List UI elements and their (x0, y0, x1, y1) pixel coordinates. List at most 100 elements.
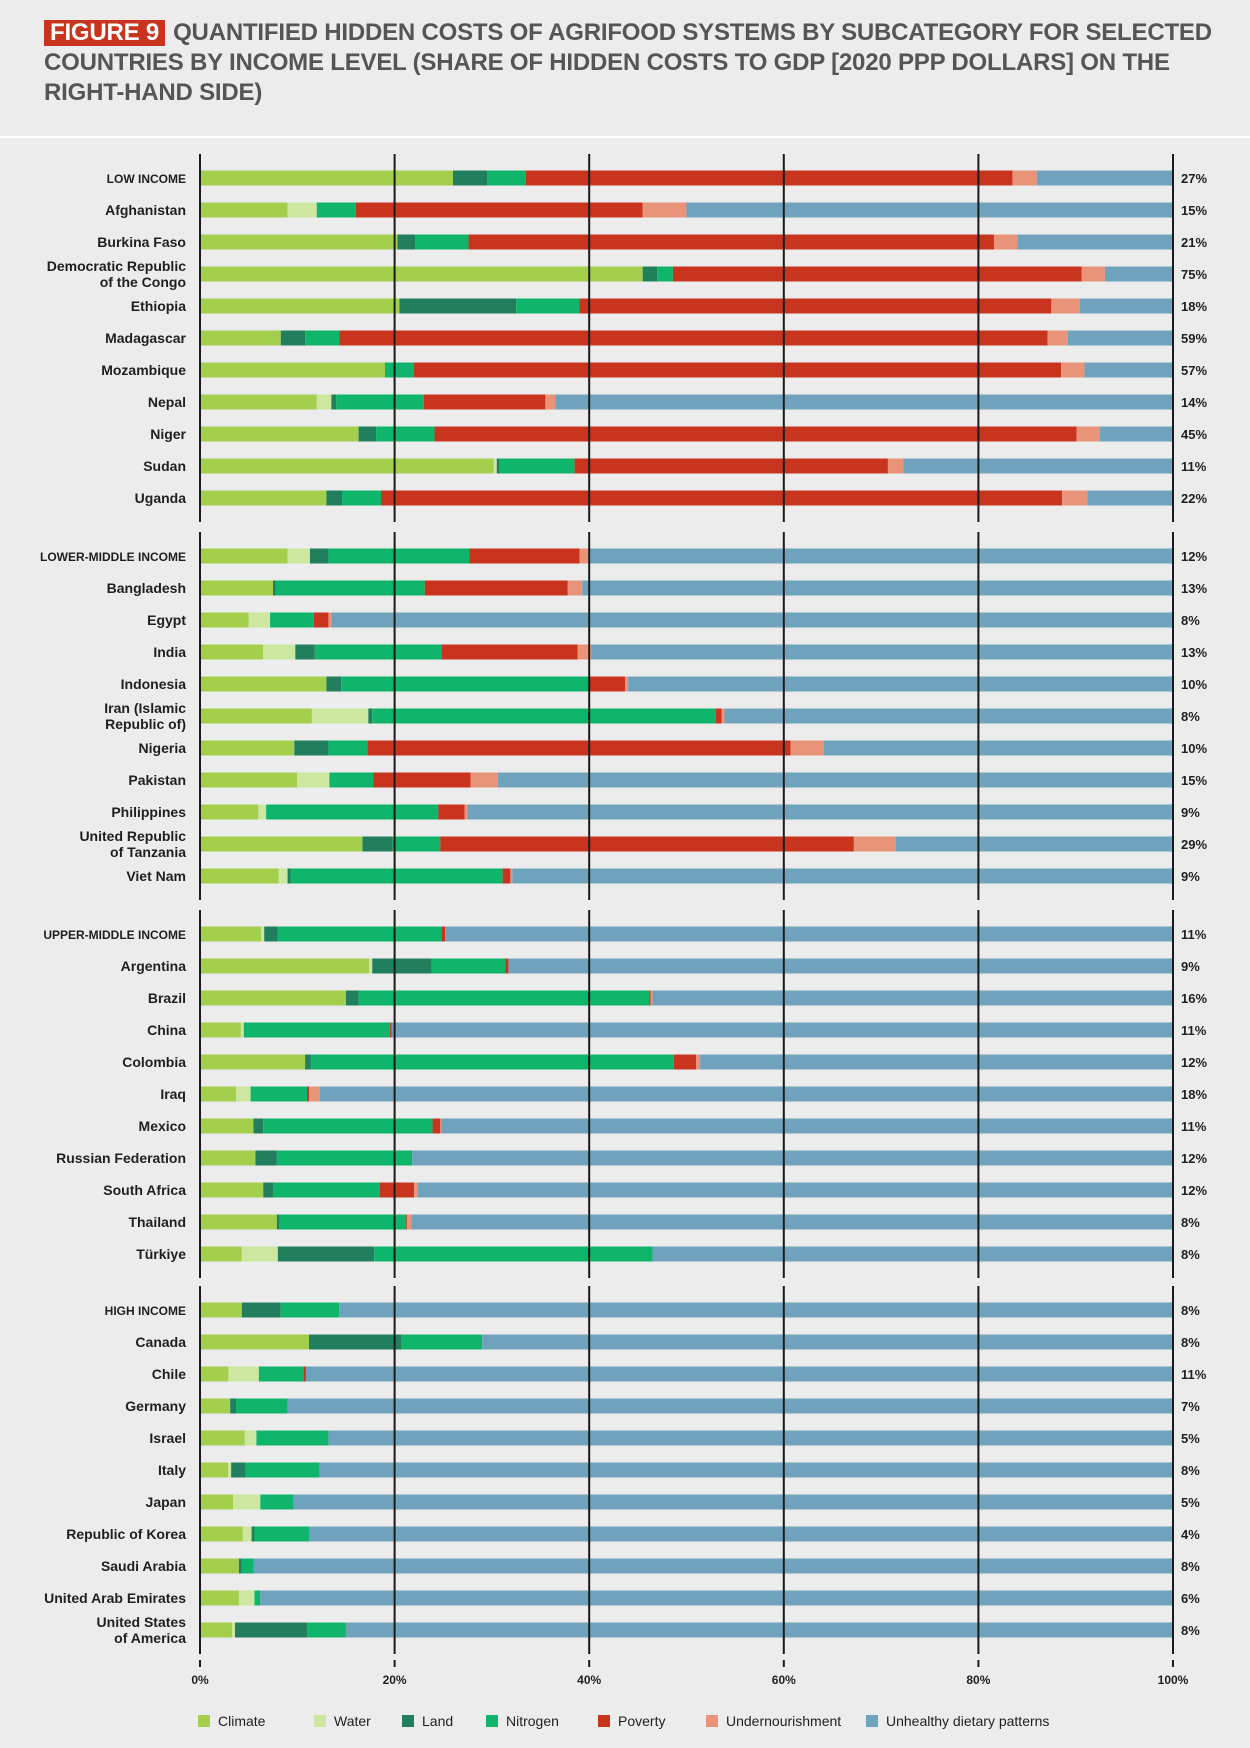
bar-segment-poverty (414, 362, 1062, 378)
bar-segment-undernourishment (1062, 490, 1088, 506)
bar-segment-nitrogen (376, 426, 435, 442)
bar-segment-climate (200, 836, 363, 852)
bar-segment-undernourishment (650, 990, 653, 1006)
bar-segment-unhealthy-dietary-patterns (293, 1494, 1173, 1510)
country-label: India (153, 644, 186, 660)
share-of-gdp-label: 8% (1181, 1303, 1200, 1318)
bar-segment-unhealthy-dietary-patterns (497, 772, 1173, 788)
bar-segment-nitrogen (384, 362, 415, 378)
country-label: Bangladesh (107, 580, 186, 596)
bar-segment-land (496, 458, 500, 474)
bar-segment-water (236, 1086, 251, 1102)
country-label: Pakistan (128, 772, 186, 788)
legend-label: Climate (218, 1713, 266, 1729)
bar-segment-unhealthy-dietary-patterns (305, 1366, 1173, 1382)
bar-segment-unhealthy-dietary-patterns (482, 1334, 1173, 1350)
share-of-gdp-label: 12% (1181, 549, 1207, 564)
bar-segment-poverty (432, 1118, 441, 1134)
bar-segment-unhealthy-dietary-patterns (508, 958, 1173, 974)
country-label: Israel (149, 1430, 186, 1446)
bar-segment-climate (200, 1526, 243, 1542)
share-of-gdp-label: 8% (1181, 1463, 1200, 1478)
header-divider (0, 136, 1250, 138)
bar-segment-land (331, 394, 337, 410)
bar-segment-water (316, 394, 332, 410)
bar-segment-unhealthy-dietary-patterns (412, 1150, 1173, 1166)
bar-segment-nitrogen (358, 990, 650, 1006)
share-of-gdp-label: 6% (1181, 1591, 1200, 1606)
bar-segment-poverty (434, 426, 1077, 442)
bar-segment-water (287, 548, 310, 564)
bar-segment-poverty (589, 676, 626, 692)
bar-segment-unhealthy-dietary-patterns (591, 644, 1173, 660)
bar-segment-poverty (468, 234, 994, 250)
bar-segment-land (345, 990, 359, 1006)
bar-segment-nitrogen (341, 676, 590, 692)
country-label: Colombia (122, 1054, 186, 1070)
country-label-line: United Republic (79, 828, 186, 844)
share-of-gdp-label: 12% (1181, 1055, 1207, 1070)
share-of-gdp-label: 15% (1181, 773, 1207, 788)
legend-swatch (866, 1715, 878, 1727)
bar-segment-climate (200, 1086, 236, 1102)
share-of-gdp-label: 45% (1181, 427, 1207, 442)
bar-segment-climate (200, 1462, 229, 1478)
bar-segment-unhealthy-dietary-patterns (319, 1086, 1173, 1102)
share-of-gdp-label: 57% (1181, 363, 1207, 378)
country-label: Germany (125, 1398, 186, 1414)
bar-segment-unhealthy-dietary-patterns (417, 1182, 1173, 1198)
bar-segment-water (263, 644, 296, 660)
bar-segment-climate (200, 958, 370, 974)
x-tick-label: 80% (966, 1673, 990, 1687)
share-of-gdp-label: 8% (1181, 1247, 1200, 1262)
bar-segment-undernourishment (579, 548, 590, 564)
bar-segment-unhealthy-dietary-patterns (895, 836, 1173, 852)
bar-segment-land (263, 1182, 273, 1198)
bar-segment-climate (200, 426, 359, 442)
bar-segment-climate (200, 548, 288, 564)
figure-title: FIGURE 9 QUANTIFIED HIDDEN COSTS OF AGRIF… (44, 18, 1214, 108)
bar-segment-undernourishment (993, 234, 1018, 250)
figure-header: FIGURE 9 QUANTIFIED HIDDEN COSTS OF AGRIF… (0, 0, 1250, 136)
bar-segment-land (251, 1526, 255, 1542)
share-of-gdp-label: 15% (1181, 203, 1207, 218)
country-label: Ethiopia (131, 298, 186, 314)
bar-segment-nitrogen (401, 1334, 483, 1350)
bar-segment-undernourishment (696, 1054, 701, 1070)
bar-segment-undernourishment (1051, 298, 1080, 314)
bar-segment-land (368, 708, 373, 724)
bar-segment-nitrogen (487, 170, 526, 186)
bar-segment-water (238, 1590, 255, 1606)
bar-segment-climate (200, 1118, 254, 1134)
bar-segment-unhealthy-dietary-patterns (1087, 490, 1173, 506)
bar-segment-unhealthy-dietary-patterns (628, 676, 1173, 692)
country-label: China (147, 1022, 186, 1038)
bar-segment-land (452, 170, 488, 186)
bar-segment-climate (200, 170, 453, 186)
bar-segment-nitrogen (243, 1022, 390, 1038)
bar-segment-poverty (339, 330, 1048, 346)
bar-segment-nitrogen (329, 772, 374, 788)
bar-segment-poverty (440, 836, 854, 852)
bar-segment-land (230, 1398, 236, 1414)
bar-segment-land (238, 1558, 242, 1574)
bar-segment-nitrogen (307, 1622, 346, 1638)
bar-segment-unhealthy-dietary-patterns (1036, 170, 1173, 186)
bar-segment-undernourishment (1081, 266, 1105, 282)
bar-segment-climate (200, 708, 312, 724)
bar-segment-poverty (389, 1022, 392, 1038)
share-of-gdp-label: 11% (1181, 459, 1207, 474)
bar-segment-undernourishment (625, 676, 629, 692)
country-label-line: United States (97, 1614, 187, 1630)
legend-label: Nitrogen (506, 1713, 559, 1729)
bar-segment-climate (200, 234, 398, 250)
share-of-gdp-label: 16% (1181, 991, 1207, 1006)
bar-segment-unhealthy-dietary-patterns (724, 708, 1173, 724)
bar-segment-nitrogen (270, 612, 314, 628)
bar-segment-undernourishment (853, 836, 896, 852)
bar-segment-land (295, 644, 315, 660)
bar-segment-climate (200, 330, 281, 346)
share-of-gdp-label: 11% (1181, 927, 1207, 942)
bar-segment-unhealthy-dietary-patterns (582, 580, 1173, 596)
bar-segment-land (642, 266, 658, 282)
